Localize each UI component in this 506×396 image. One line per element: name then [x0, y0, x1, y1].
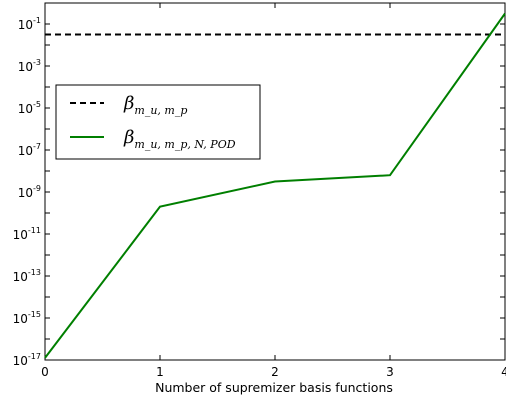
x-tick-label: 0 — [41, 365, 49, 379]
x-tick-label: 1 — [156, 365, 164, 379]
legend-label-2-main: β — [123, 127, 134, 148]
series-line-pod — [44, 12, 506, 359]
legend-label-2-sub: m_u, m_p, N, POD — [134, 138, 235, 151]
y-axis: 10-17 10-15 10-13 10-11 10-9 10-7 10-5 10-3 10-1 — [13, 2, 505, 368]
x-tick-label: 3 — [386, 365, 394, 379]
y-tick-label: 10-13 — [13, 268, 41, 284]
legend-label-1-main: β — [123, 93, 134, 114]
legend-box — [55, 84, 261, 160]
x-axis: 0 1 2 3 4 — [41, 3, 506, 379]
y-tick-label: 10-3 — [18, 58, 41, 74]
x-axis-label: Number of supremizer basis functions — [155, 380, 393, 395]
y-tick-label: 10-5 — [18, 100, 41, 116]
y-tick-label: 10-1 — [18, 16, 41, 32]
y-tick-label: 10-11 — [13, 226, 41, 242]
legend-label-1-sub: m_u, m_p — [134, 104, 187, 117]
legend-label-beta-mu-mp: βm_u, m_p — [123, 93, 187, 117]
legend-label-beta-pod: βm_u, m_p, N, POD — [123, 127, 236, 151]
x-tick-label: 4 — [501, 365, 506, 379]
legend: βm_u, m_p βm_u, m_p, N, POD — [55, 84, 261, 160]
y-tick-label: 10-15 — [13, 310, 41, 326]
series-layer — [44, 12, 506, 359]
y-tick-label: 10-9 — [18, 184, 41, 200]
x-tick-label: 2 — [271, 365, 279, 379]
y-tick-label: 10-7 — [18, 142, 41, 158]
y-tick-label: 10-17 — [13, 352, 41, 368]
